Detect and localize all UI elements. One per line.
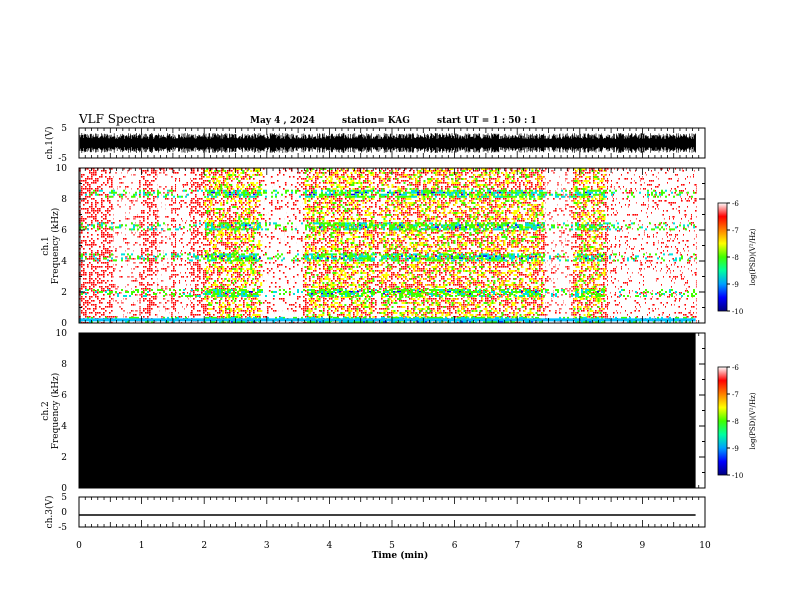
low-frequency-band	[79, 318, 696, 322]
segment-yellow-0	[204, 168, 263, 323]
colorbar-tick-label--10: -10	[732, 472, 743, 480]
ch1-spectrogram-image	[79, 168, 697, 323]
ch1-spec-ylabel-frequency: Frequency (kHz)	[50, 208, 61, 285]
colorbar-strip	[717, 202, 728, 312]
band-green-2	[79, 253, 697, 262]
ytick-label-2: 2	[61, 288, 67, 298]
station-label: station= KAG	[342, 116, 410, 126]
xtick-label-1: 1	[139, 541, 145, 551]
spectrogram-quiet-1	[157, 168, 172, 323]
ytick-label-8: 8	[61, 360, 67, 370]
spectrogram-quiet-2	[176, 168, 191, 323]
xtick-label-9: 9	[640, 541, 646, 551]
xtick-label-2: 2	[201, 541, 207, 551]
ch1-wave-ytick-top: 5	[61, 124, 67, 134]
spectrogram-quiet-5	[607, 168, 696, 323]
colorbar-tick-label--10: -10	[732, 308, 743, 316]
xtick-label-0: 0	[76, 541, 82, 551]
ytick-label-0: 0	[61, 484, 67, 494]
ch1-spec-ylabel-channel: ch.1	[41, 236, 51, 255]
xtick-label-6: 6	[452, 541, 458, 551]
ytick-label-10: 10	[56, 329, 68, 339]
colorbar-tick-label--6: -6	[732, 364, 739, 372]
segment-yellow-2	[379, 168, 544, 323]
ch3-wave-ytick-bottom: -5	[58, 523, 67, 533]
band-cyan-2	[81, 253, 691, 262]
ch2-spec-ylabel-frequency: Frequency (kHz)	[50, 373, 61, 450]
band-blue-3	[231, 224, 539, 228]
xtick-label-10: 10	[699, 541, 711, 551]
date-label: May 4 , 2024	[250, 116, 315, 126]
ch2-spec-ylabel-line1: ch.2	[41, 401, 51, 420]
band-cyan-3	[79, 222, 695, 231]
ch1-spec-yticks: 0 2 4 6 8 10	[56, 164, 705, 329]
band-blue-4	[211, 191, 591, 196]
ch2-spec-ylabel-line2: Frequency (kHz)	[50, 373, 61, 450]
ytick-label-2: 2	[61, 453, 67, 463]
colorbar-tick-label--9: -9	[732, 281, 739, 289]
ytick-label-0: 0	[61, 319, 67, 329]
ch1-spec-ylabel-line1: ch.1	[41, 236, 51, 255]
start-time-label: start UT = 1 : 50 : 1	[437, 116, 537, 126]
band-cyan-1	[81, 289, 683, 297]
ch1-waveform-panel: 5 -5 ch.1(V)	[44, 124, 706, 164]
spectrogram-quiet-0	[113, 168, 140, 323]
x-axis-tick-labels: 0 1 2 3 4 5 6 7 8 9 10	[76, 541, 711, 551]
ytick-label-8: 8	[61, 195, 67, 205]
ch2-spec-yticks: 0 2 4 6 8 10	[56, 329, 705, 494]
colorbar-tick-label--7: -7	[732, 227, 739, 235]
ch1-spec-ylabel-line2: Frequency (kHz)	[50, 208, 61, 285]
band-green-4	[89, 189, 695, 198]
band-blue-2	[205, 255, 603, 259]
ytick-label-10: 10	[56, 164, 68, 174]
ytick-label-6: 6	[61, 391, 67, 401]
x-axis-ticks	[78, 128, 706, 527]
ch1-wave-ylabel: ch.1(V)	[44, 127, 55, 160]
ch2-spectrogram-image	[79, 333, 696, 488]
segment-green-3	[573, 168, 606, 323]
colorbar-strip	[717, 366, 728, 476]
colorbar-label: log(PSD)(V²/Hz)	[749, 228, 757, 285]
xtick-label-3: 3	[264, 541, 270, 551]
colorbar-tick-label--8: -8	[732, 418, 739, 426]
ch1-colorbar: -6 -7 -8 -9 -10 log(PSD)(V²/Hz)	[717, 200, 757, 316]
segment-green-0	[204, 168, 263, 323]
segment-yellow-1	[304, 168, 375, 323]
ch2-spec-ylabel-channel: ch.2	[41, 401, 51, 420]
ytick-label-4: 4	[61, 422, 67, 432]
ch3-wave-ytick-mid: 0	[61, 508, 67, 518]
figure-title: VLF Spectra	[78, 112, 155, 126]
ch1-waveform-trace	[79, 133, 696, 153]
ch3-wave-ylabel: ch.3(V)	[44, 496, 55, 529]
ch2-colorbar: -6 -7 -8 -9 -10 log(PSD)(V²/Hz)	[717, 364, 757, 480]
ch1-wave-ytick-bottom: -5	[58, 154, 67, 164]
spectrogram-quiet-4	[545, 168, 572, 323]
xtick-label-4: 4	[327, 541, 333, 551]
xtick-label-7: 7	[514, 541, 520, 551]
ch2-spectrogram-panel: 0 2 4 6 8 10 ch.2 Frequency (kHz)	[41, 329, 706, 494]
ch3-wave-ytick-top: 5	[61, 493, 67, 503]
xtick-label-5: 5	[389, 541, 395, 551]
x-axis-label: Time (min)	[372, 550, 429, 561]
colorbar-tick-label--7: -7	[732, 391, 739, 399]
ytick-label-6: 6	[61, 226, 67, 236]
ch1-spectrogram-panel: 0 2 4 6 8 10 ch.1 Frequency (kHz)	[41, 164, 706, 329]
ch3-waveform-panel: 5 0 -5 ch.3(V)	[44, 493, 706, 533]
colorbar-label: log(PSD)(V²/Hz)	[749, 392, 757, 449]
segment-green-2	[379, 168, 544, 323]
colorbar-tick-label--9: -9	[732, 445, 739, 453]
spectrogram-quiet-3	[260, 168, 303, 323]
colorbar-tick-label--6: -6	[732, 200, 739, 208]
ch1-waveform-path	[79, 133, 696, 153]
ytick-label-4: 4	[61, 257, 67, 267]
colorbar-tick-label--8: -8	[732, 254, 739, 262]
xtick-label-8: 8	[577, 541, 583, 551]
segment-yellow-3	[573, 168, 606, 323]
